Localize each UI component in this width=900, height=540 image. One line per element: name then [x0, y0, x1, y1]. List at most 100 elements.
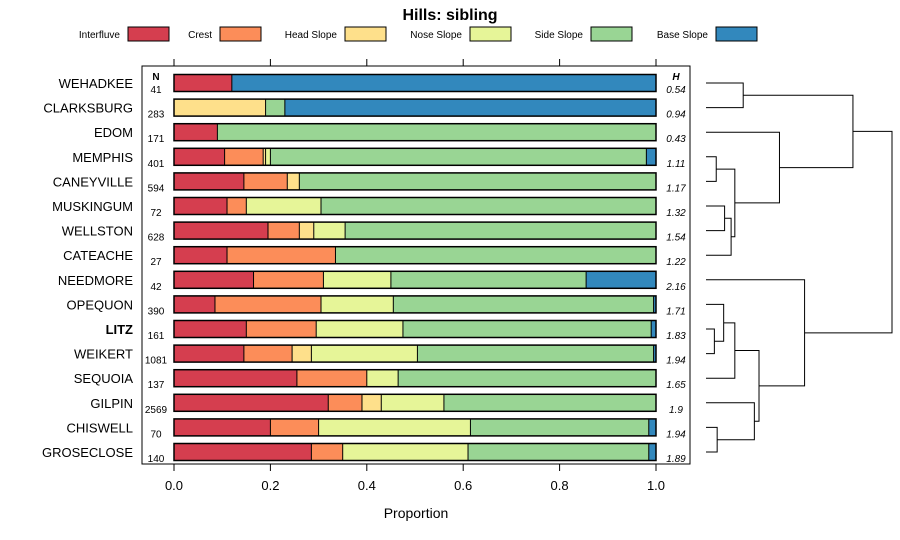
- bar-sequoia-nose-slope: [366, 369, 399, 387]
- category-label-weikert: WEIKERT: [74, 347, 133, 362]
- n-value-gilpin: 2569: [145, 405, 168, 416]
- bar-row-edom: EDOM 171 0.43: [94, 122, 686, 145]
- n-value-sequoia: 137: [148, 380, 165, 391]
- dendrogram-link-c4: [706, 217, 732, 256]
- x-axis: 0.0 0.2 0.4 0.6 0.8 1.0: [165, 59, 665, 493]
- legend-swatch-nose-slope: [469, 26, 512, 42]
- category-label-wehadkee: WEHADKEE: [59, 76, 134, 91]
- category-label-cateache: CATEACHE: [63, 248, 133, 263]
- bar-row-gilpin: GILPIN 2569 1.9: [90, 393, 683, 416]
- bar-outline-needmore: [173, 270, 657, 290]
- h-value-litz: 1.83: [666, 331, 686, 342]
- legend: Interfluve Crest Head Slope Nose Slope Side …: [79, 26, 758, 42]
- bar-cateache-crest: [227, 246, 336, 264]
- bar-outline-weikert: [173, 344, 657, 363]
- dendrogram-link-c10: [706, 322, 736, 379]
- dendrogram-link-c8: [706, 328, 715, 355]
- bar-litz-side-slope: [402, 320, 652, 338]
- h-value-sequoia: 1.65: [666, 380, 686, 391]
- bar-outline-clarksburg: [173, 98, 657, 117]
- bar-outline-wehadkee: [173, 73, 657, 93]
- x-tick-label: 0.2: [261, 478, 279, 493]
- bar-row-opequon: OPEQUON 390 1.71: [67, 295, 686, 317]
- n-value-memphis: 401: [148, 159, 165, 170]
- plot-frame: [141, 65, 691, 465]
- category-label-groseclose: GROSECLOSE: [42, 445, 133, 460]
- bar-outline-caneyville: [173, 172, 657, 191]
- dendrogram-link-c3: [706, 205, 726, 232]
- bar-chiswell-crest: [270, 418, 319, 436]
- bar-row-litz: LITZ 161 1.83: [106, 319, 686, 342]
- bar-memphis-head-slope: [263, 148, 266, 166]
- legend-swatch-head-slope: [344, 26, 387, 42]
- bar-muskingum-interfluve: [174, 197, 228, 215]
- bar-opequon-interfluve: [174, 295, 215, 313]
- bar-groseclose-side-slope: [468, 443, 649, 461]
- bar-memphis-interfluve: [174, 148, 225, 166]
- bar-groseclose-crest: [311, 443, 343, 461]
- bar-chiswell-base-slope: [648, 418, 656, 436]
- bar-row-cateache: CATEACHE 27 1.22: [63, 245, 686, 268]
- h-value-chiswell: 1.94: [666, 429, 686, 440]
- bar-gilpin-interfluve: [174, 394, 329, 412]
- category-label-edom: EDOM: [94, 125, 133, 140]
- bar-gilpin-crest: [328, 394, 362, 412]
- n-value-wehadkee: 41: [150, 85, 162, 96]
- bar-wehadkee-base-slope: [231, 74, 656, 92]
- bar-sequoia-interfluve: [174, 369, 297, 387]
- bar-litz-nose-slope: [316, 320, 403, 338]
- h-value-wellston: 1.54: [666, 233, 686, 244]
- bar-cateache-side-slope: [335, 246, 656, 264]
- dendrogram-link-c2: [706, 156, 717, 182]
- bar-opequon-base-slope: [653, 295, 656, 313]
- bar-wellston-crest: [267, 222, 300, 240]
- h-value-memphis: 1.11: [667, 159, 686, 170]
- bar-outline-gilpin: [173, 393, 657, 413]
- dendrogram-link-c6: [706, 131, 780, 204]
- dendrogram-link-c1: [706, 82, 744, 109]
- n-value-needmore: 42: [150, 282, 162, 293]
- bar-weikert-side-slope: [417, 345, 654, 363]
- legend-swatch-side-slope: [590, 26, 633, 42]
- category-label-clarksburg: CLARKSBURG: [43, 101, 133, 116]
- bar-muskingum-side-slope: [321, 197, 656, 215]
- bar-chiswell-side-slope: [470, 418, 649, 436]
- bar-clarksburg-base-slope: [284, 99, 656, 117]
- category-label-litz: LITZ: [106, 322, 133, 337]
- category-label-muskingum: MUSKINGUM: [52, 199, 133, 214]
- bar-outline-wellston: [173, 221, 657, 240]
- x-tick-label: 1.0: [647, 478, 665, 493]
- x-tick-label: 0.8: [551, 478, 569, 493]
- dendrogram-link-c13: [734, 350, 760, 422]
- n-value-opequon: 390: [148, 306, 165, 317]
- h-value-needmore: 2.16: [665, 282, 686, 293]
- bar-caneyville-side-slope: [299, 172, 656, 190]
- bar-row-chiswell: CHISWELL 70 1.94: [67, 418, 686, 440]
- bar-litz-crest: [246, 320, 317, 338]
- bar-row-clarksburg: CLARKSBURG 283 0.94: [43, 98, 686, 121]
- bar-rows: WEHADKEE 41 0.54 CLARKSBURG 283 0.94 EDOM 171 0.…: [42, 73, 686, 465]
- bar-wehadkee-interfluve: [174, 74, 232, 92]
- bar-weikert-base-slope: [653, 345, 656, 363]
- h-value-caneyville: 1.17: [666, 183, 686, 194]
- bar-row-weikert: WEIKERT 1081 1.94: [74, 344, 686, 367]
- bar-row-muskingum: MUSKINGUM 72 1.32: [52, 196, 686, 219]
- n-value-clarksburg: 283: [148, 110, 165, 121]
- category-label-gilpin: GILPIN: [90, 396, 133, 411]
- bar-edom-interfluve: [174, 123, 218, 141]
- category-label-needmore: NEEDMORE: [58, 273, 133, 288]
- x-tick-label: 0.0: [165, 478, 183, 493]
- bar-weikert-interfluve: [174, 345, 244, 363]
- h-value-cateache: 1.22: [666, 257, 686, 268]
- bar-row-groseclose: GROSECLOSE 140 1.89: [42, 442, 686, 465]
- h-column-header: H: [672, 72, 680, 83]
- h-value-muskingum: 1.32: [666, 208, 686, 219]
- bar-memphis-base-slope: [646, 148, 656, 166]
- bar-chiswell-nose-slope: [318, 418, 471, 436]
- bar-wellston-interfluve: [174, 222, 268, 240]
- bar-memphis-side-slope: [270, 148, 647, 166]
- legend-label-interfluve: Interfluve: [79, 30, 121, 41]
- bar-outline-sequoia: [173, 368, 657, 388]
- bar-opequon-crest: [214, 295, 322, 313]
- bar-needmore-crest: [253, 271, 324, 289]
